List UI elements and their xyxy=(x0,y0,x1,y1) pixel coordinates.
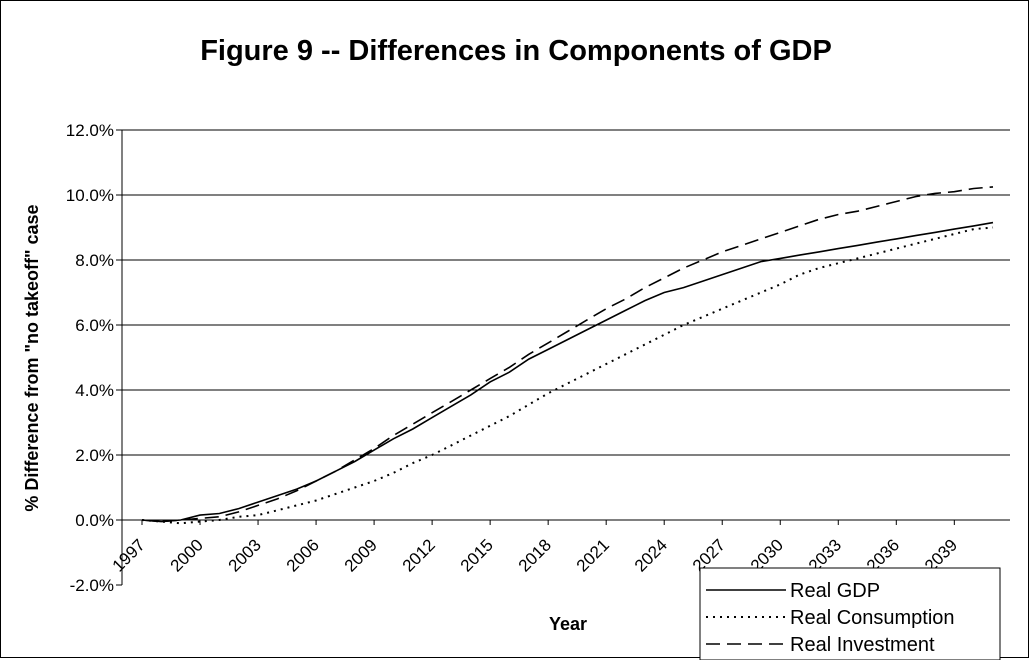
legend-label: Real GDP xyxy=(790,580,880,602)
x-axis-title: Year xyxy=(549,614,587,634)
y-tick-label: 4.0% xyxy=(75,381,114,400)
x-tick-label: 2015 xyxy=(457,535,497,575)
x-tick-label: 2021 xyxy=(573,535,613,575)
series-line-real-investment xyxy=(141,186,994,523)
y-tick-label: -2.0% xyxy=(70,576,114,595)
x-tick-label: 2009 xyxy=(341,535,381,575)
y-tick-label: 2.0% xyxy=(75,446,114,465)
y-tick-label: 6.0% xyxy=(75,316,114,335)
chart-title: Figure 9 -- Differences in Components of… xyxy=(200,35,832,67)
legend-label: Real Investment xyxy=(790,634,935,656)
x-tick-label: 2000 xyxy=(167,535,207,575)
y-tick-label: 0.0% xyxy=(75,511,114,530)
y-tick-label: 10.0% xyxy=(66,186,114,205)
series-line-real-consumption xyxy=(141,226,994,525)
series-lines xyxy=(141,186,994,525)
y-tick-label: 12.0% xyxy=(66,121,114,140)
y-axis-ticks: -2.0% 0.0% 2.0% 4.0% 6.0% 8.0% 10.0% 12.0% xyxy=(66,121,122,595)
x-tick-label: 2003 xyxy=(225,535,265,575)
x-tick-label: 2006 xyxy=(283,535,323,575)
x-tick-label: 2012 xyxy=(399,535,439,575)
y-tick-label: 8.0% xyxy=(75,251,114,270)
y-axis-title: % Difference from "no takeoff" case xyxy=(22,204,42,511)
x-axis-ticks: 1997 2000 2003 2006 2009 2012 2015 2018 2021 2024… xyxy=(109,520,961,576)
gridlines xyxy=(122,129,1010,521)
x-tick-label: 1997 xyxy=(109,535,149,575)
series-line-real-gdp xyxy=(141,221,994,523)
x-tick-label: 2018 xyxy=(515,535,555,575)
legend-label: Real Consumption xyxy=(790,607,955,629)
axes xyxy=(121,130,1010,585)
x-tick-label: 2024 xyxy=(631,535,671,575)
legend: Real GDP Real Consumption Real Investment xyxy=(699,567,1001,660)
